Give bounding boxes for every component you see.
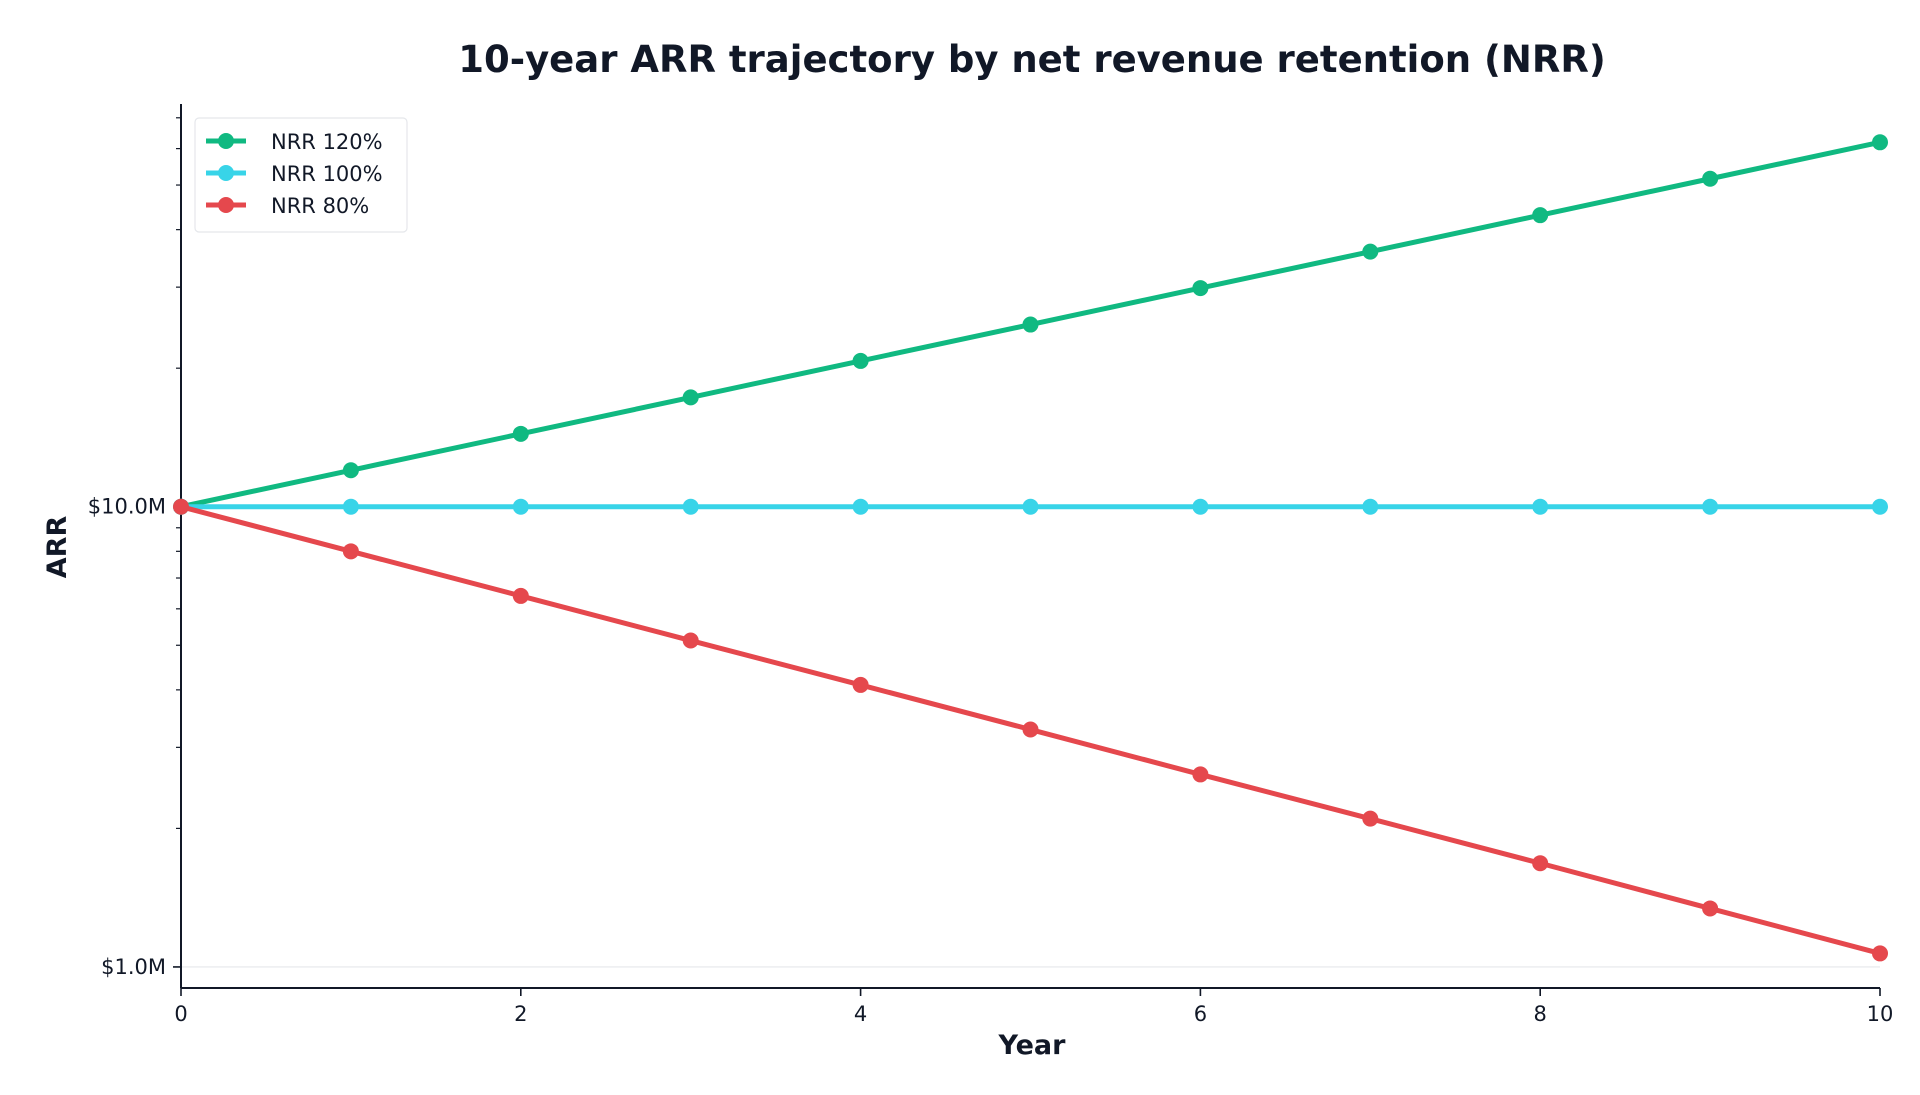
data-point bbox=[1192, 280, 1209, 297]
data-point bbox=[1532, 498, 1549, 515]
data-point bbox=[1022, 721, 1039, 738]
data-point bbox=[1872, 134, 1888, 151]
data-point bbox=[1532, 207, 1549, 224]
data-point bbox=[1872, 945, 1888, 962]
data-point bbox=[682, 632, 699, 649]
data-point bbox=[1702, 170, 1719, 187]
data-point bbox=[1022, 498, 1039, 515]
series-nrr-80 bbox=[173, 498, 1888, 962]
x-tick-label: 8 bbox=[1534, 1002, 1547, 1026]
legend-marker bbox=[218, 197, 234, 213]
legend-label: NRR 120% bbox=[271, 130, 383, 154]
series-lines bbox=[173, 134, 1888, 962]
legend-marker bbox=[218, 165, 234, 181]
legend-item: NRR 100% bbox=[206, 162, 383, 186]
data-point bbox=[1362, 498, 1379, 515]
data-point bbox=[1362, 243, 1379, 260]
x-tick-label: 6 bbox=[1194, 1002, 1207, 1026]
data-point bbox=[1192, 498, 1209, 515]
data-point bbox=[342, 462, 359, 479]
data-point bbox=[852, 498, 869, 515]
data-point bbox=[512, 587, 529, 604]
legend-label: NRR 100% bbox=[271, 162, 383, 186]
series-nrr-120 bbox=[173, 134, 1888, 515]
y-tick-label: $10.0M bbox=[88, 495, 166, 519]
y-axis-title: ARR bbox=[42, 516, 73, 579]
data-point bbox=[512, 498, 529, 515]
chart-title: 10-year ARR trajectory by net revenue re… bbox=[458, 38, 1606, 81]
series-nrr-100 bbox=[173, 498, 1888, 515]
x-tick-label: 4 bbox=[854, 1002, 867, 1026]
data-point bbox=[1702, 498, 1719, 515]
legend-box bbox=[194, 117, 408, 233]
data-point bbox=[682, 498, 699, 515]
data-point bbox=[1532, 855, 1549, 872]
data-point bbox=[682, 389, 699, 406]
data-point bbox=[1872, 498, 1888, 515]
x-tick-label: 10 bbox=[1867, 1002, 1894, 1026]
legend-item: NRR 120% bbox=[206, 130, 383, 154]
data-point bbox=[1022, 316, 1039, 333]
data-point bbox=[342, 498, 359, 515]
y-tick-label: $1.0M bbox=[101, 955, 166, 979]
legend: NRR 120% NRR 100% NRR 80% bbox=[194, 117, 408, 233]
data-point bbox=[173, 498, 189, 515]
data-point bbox=[512, 425, 529, 442]
x-axis-title: Year bbox=[998, 1030, 1067, 1061]
data-point bbox=[1362, 810, 1379, 827]
data-point bbox=[342, 543, 359, 560]
data-point bbox=[852, 676, 869, 693]
legend-label: NRR 80% bbox=[271, 194, 369, 218]
legend-marker bbox=[218, 133, 234, 149]
x-tick-label: 0 bbox=[174, 1002, 187, 1026]
data-point bbox=[852, 352, 869, 369]
legend-item: NRR 80% bbox=[206, 194, 369, 218]
axes: 0 2 4 6 8 10 $1.0M $10.0M bbox=[88, 104, 1894, 1026]
x-tick-label: 2 bbox=[514, 1002, 527, 1026]
data-point bbox=[1702, 900, 1719, 917]
data-point bbox=[1192, 766, 1209, 783]
